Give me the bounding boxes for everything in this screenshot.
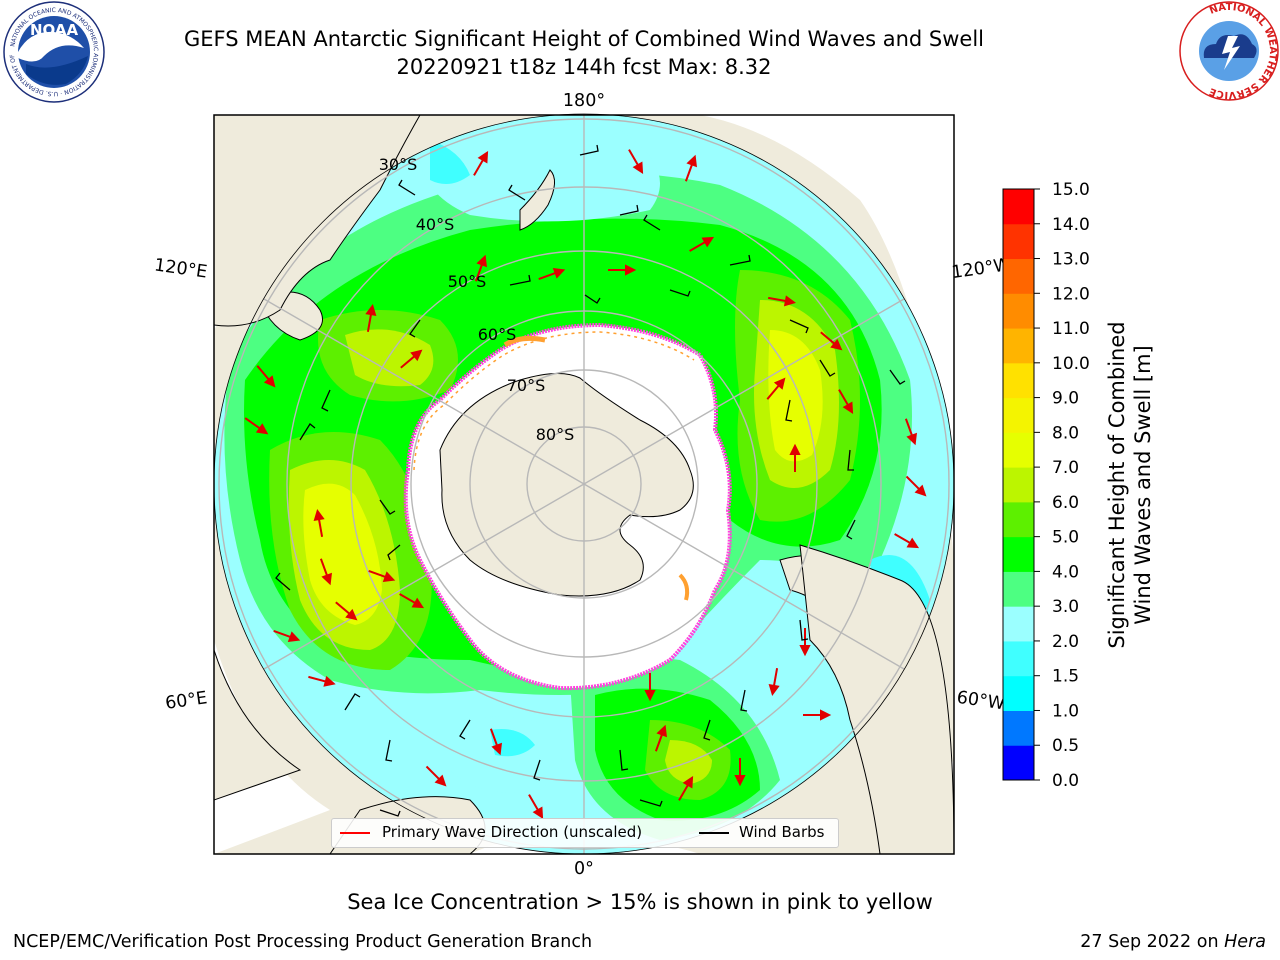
wave-height-map: 180° 120°E 120°W 60°E 60°W 0° 30°S 40°S … (0, 0, 1280, 960)
footer-on: on (1197, 932, 1219, 952)
lon-label-0: 0° (574, 859, 594, 879)
lat-label-40s: 40°S (416, 215, 455, 234)
footer-date-text: 27 Sep 2022 (1080, 932, 1191, 952)
lon-label-180: 180° (563, 91, 605, 111)
lat-label-80s: 80°S (536, 425, 575, 444)
lat-label-50s: 50°S (448, 272, 487, 291)
lon-label-60w: 60°W (955, 688, 1006, 715)
lat-label-60s: 60°S (478, 325, 517, 344)
legend-wave-label: Primary Wave Direction (unscaled) (382, 823, 642, 841)
lat-label-70s: 70°S (507, 376, 546, 395)
lon-label-120w: 120°W (950, 255, 1012, 283)
lon-label-60e: 60°E (164, 688, 208, 714)
lat-label-30s: 30°S (379, 155, 418, 174)
legend-barb-line (699, 832, 729, 834)
legend-wave-line (340, 832, 370, 834)
footer-machine: Hera (1224, 932, 1266, 952)
lon-label-120e: 120°E (153, 255, 208, 282)
footer-credit: NCEP/EMC/Verification Post Processing Pr… (13, 932, 592, 952)
footer-date: 27 Sep 2022 on Hera (1080, 932, 1266, 952)
map-legend: Primary Wave Direction (unscaled) Wind B… (331, 818, 839, 848)
sea-ice-note: Sea Ice Concentration > 15% is shown in … (0, 890, 1280, 914)
legend-barb-label: Wind Barbs (739, 823, 824, 841)
